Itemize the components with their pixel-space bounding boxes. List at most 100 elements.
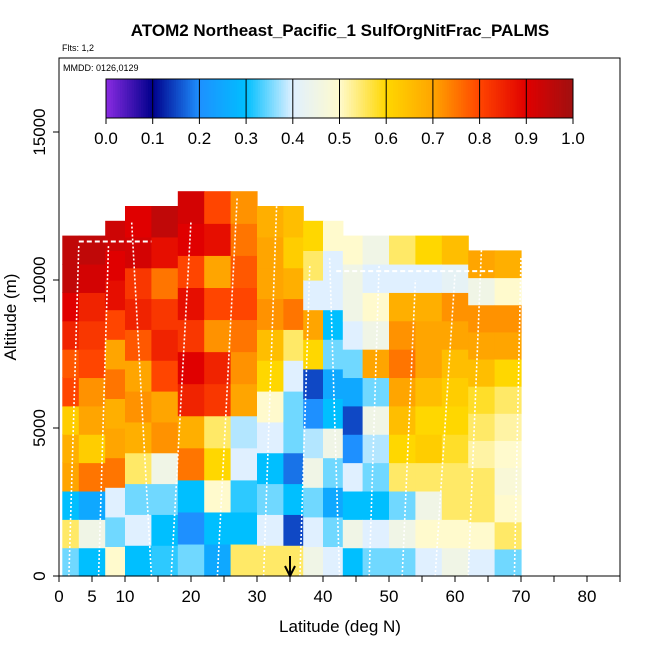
heatmap-cell (105, 457, 126, 488)
heatmap-cell (151, 391, 179, 423)
colorbar-swatch (271, 79, 275, 118)
colorbar-swatch (463, 79, 467, 118)
colorbar-swatch (148, 79, 151, 118)
colorbar-swatch (267, 79, 270, 118)
colorbar-swatch (211, 79, 214, 118)
colorbar-swatch (507, 79, 511, 118)
colorbar-swatch (407, 79, 411, 118)
heatmap-cell (78, 320, 106, 350)
colorbar-swatch (362, 79, 366, 118)
heatmap-cell (494, 250, 522, 279)
heatmap-cell (415, 462, 443, 492)
heatmap-cell (283, 452, 304, 485)
colorbar-swatch (117, 79, 121, 118)
flight-track-profile (68, 244, 80, 577)
colorbar-swatch (423, 79, 427, 118)
colorbar-swatch (418, 79, 422, 118)
heatmap-cell (389, 490, 416, 520)
colorbar-swatch (241, 79, 245, 118)
colorbar-swatch (330, 79, 333, 118)
colorbar-swatch (295, 79, 298, 118)
heatmap-cell (283, 360, 304, 392)
colorbar-swatch (435, 79, 439, 118)
colorbar-swatch (204, 79, 207, 118)
heatmap-cell (362, 547, 390, 577)
colorbar-swatch (141, 79, 144, 118)
heatmap-cell (230, 479, 258, 513)
colorbar-swatch (535, 79, 539, 118)
colorbar-swatch (299, 79, 303, 118)
colorbar-swatch (358, 79, 362, 118)
heatmap-cell (342, 405, 364, 435)
heatmap-cell (230, 543, 258, 577)
colorbar-swatch (134, 79, 137, 118)
colorbar-swatch (194, 79, 198, 118)
colorbar-swatch (351, 79, 355, 118)
heatmap-cell (283, 236, 304, 269)
heatmap-cell (362, 377, 390, 407)
heatmap-cell (342, 434, 364, 464)
colorbar-swatch (215, 79, 219, 118)
colorbar-swatch (381, 79, 385, 118)
heatmap-cell (389, 462, 416, 492)
colorbar-swatch (285, 79, 289, 118)
colorbar-swatch (365, 79, 369, 118)
colorbar-swatch (565, 79, 569, 118)
colorbar-tick-label: 0.2 (188, 129, 212, 148)
flight-track-profile (130, 220, 153, 577)
colorbar-swatch (222, 79, 226, 118)
colorbar-swatch (297, 79, 301, 118)
heatmap-cell (342, 292, 364, 322)
colorbar-swatch (201, 79, 205, 118)
colorbar-swatch (344, 79, 348, 118)
colorbar-swatch (542, 79, 546, 118)
colorbar-swatch (278, 79, 282, 118)
heatmap-cell (257, 452, 284, 485)
heatmap-cell (323, 487, 344, 518)
colorbar-swatch (523, 79, 527, 118)
colorbar-swatch (309, 79, 312, 118)
colorbar-swatch (173, 79, 177, 118)
heatmap-cell (415, 377, 443, 407)
colorbar-swatch (460, 79, 464, 118)
colorbar-swatch (549, 79, 553, 118)
colorbar-swatch (332, 79, 336, 118)
heatmap-cell (257, 545, 284, 577)
colorbar-swatch (337, 79, 340, 118)
colorbar-swatch (554, 79, 558, 118)
heatmap-cell (468, 521, 496, 550)
heatmap-cell (204, 415, 232, 449)
colorbar-swatch (220, 79, 224, 118)
flight-track-profile (434, 274, 456, 577)
y-axis-label: Altitude (m) (1, 274, 20, 361)
heatmap-cell (62, 405, 80, 435)
colorbar-swatch (360, 79, 364, 118)
colorbar-swatch (225, 79, 228, 118)
colorbar-swatch (325, 79, 329, 118)
colorbar-swatch (166, 79, 170, 118)
heatmap-cell (62, 377, 80, 407)
heatmap-cell (494, 277, 522, 306)
colorbar-tick-label: 1.0 (561, 129, 585, 148)
colorbar-swatch (260, 79, 263, 118)
heatmap-cell (494, 467, 522, 496)
heatmap-cell (125, 360, 152, 392)
heatmap-cell (257, 483, 284, 515)
heatmap-cell (494, 331, 522, 360)
colorbar-swatch (540, 79, 544, 118)
heatmap-cell (494, 521, 522, 550)
colorbar-swatch (274, 79, 277, 118)
heatmap-cell (441, 434, 469, 464)
heatmap-cell (362, 405, 390, 435)
heatmap-cell (389, 519, 416, 549)
colorbar-swatch (313, 79, 317, 118)
colorbar-swatch (563, 79, 567, 118)
colorbar-swatch (544, 79, 548, 118)
colorbar-swatch (320, 79, 324, 118)
heatmap-cell (125, 421, 152, 454)
colorbar-swatch (150, 79, 154, 118)
colorbar-swatch (353, 79, 357, 118)
heatmap-cell (257, 514, 284, 546)
colorbar-swatch (442, 79, 446, 118)
heatmap-cell (204, 479, 232, 513)
